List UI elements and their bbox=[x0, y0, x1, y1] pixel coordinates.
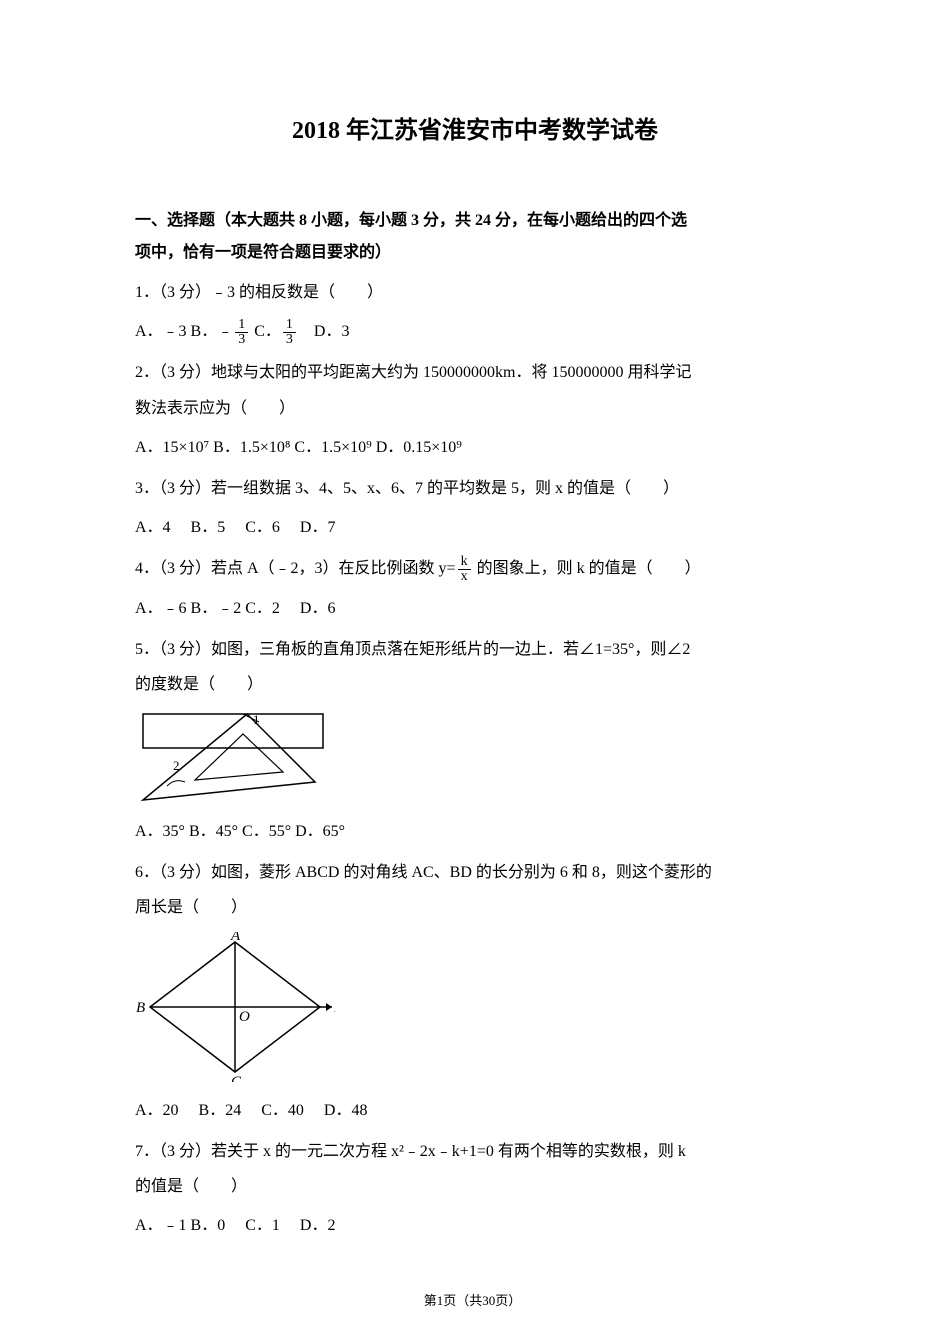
frac-num: 1 bbox=[283, 318, 296, 333]
q6-line1: 6．（3 分）如图，菱形 ABCD 的对角线 AC、BD 的长分别为 6 和 8… bbox=[135, 864, 712, 881]
q7-line1: 7．（3 分）若关于 x 的一元二次方程 x²﹣2x﹣k+1=0 有两个相等的实… bbox=[135, 1143, 686, 1160]
q4-stem-post: 的图象上，则 k 的值是（ ） bbox=[473, 560, 701, 577]
q4-options: A．﹣6 B．﹣2 C．2 D．6 bbox=[135, 591, 815, 626]
q3-options: A．4 B．5 C．6 D．7 bbox=[135, 510, 815, 545]
svg-text:1: 1 bbox=[253, 712, 260, 727]
q1-options: A．﹣3 B．﹣13 C．13 D．3 bbox=[135, 314, 815, 349]
q2-options: A．15×10⁷ B．1.5×10⁸ C．1.5×10⁹ D．0.15×10⁹ bbox=[135, 430, 815, 465]
q5-stem: 5．（3 分）如图，三角板的直角顶点落在矩形纸片的一边上．若∠1=35°，则∠2… bbox=[135, 632, 815, 702]
page-footer: 第1页（共30页） bbox=[0, 1290, 945, 1309]
q6-options: A．20 B．24 C．40 D．48 bbox=[135, 1093, 815, 1128]
q2-line2: 数法表示应为（ ） bbox=[135, 400, 295, 417]
q7-line2: 的值是（ ） bbox=[135, 1178, 247, 1195]
q7-stem: 7．（3 分）若关于 x 的一元二次方程 x²﹣2x﹣k+1=0 有两个相等的实… bbox=[135, 1134, 815, 1204]
q4-stem: 4．（3 分）若点 A（﹣2，3）在反比例函数 y=kx 的图象上，则 k 的值… bbox=[135, 551, 815, 586]
q6-figure: A B C D O bbox=[135, 932, 815, 1087]
frac-num: k bbox=[458, 555, 471, 570]
page: 2018 年江苏省淮安市中考数学试卷 一、选择题（本大题共 8 小题，每小题 3… bbox=[0, 0, 945, 1337]
fraction: 13 bbox=[235, 318, 248, 347]
q2-stem: 2．（3 分）地球与太阳的平均距离大约为 150000000km．将 15000… bbox=[135, 355, 815, 425]
q5-line2: 的度数是（ ） bbox=[135, 676, 263, 693]
q1-optD: D．3 bbox=[298, 323, 350, 340]
svg-text:B: B bbox=[136, 1000, 145, 1016]
q5-line1: 5．（3 分）如图，三角板的直角顶点落在矩形纸片的一边上．若∠1=35°，则∠2 bbox=[135, 641, 690, 658]
exam-title: 2018 年江苏省淮安市中考数学试卷 bbox=[135, 110, 815, 145]
svg-text:C: C bbox=[231, 1074, 242, 1082]
fraction: 13 bbox=[283, 318, 296, 347]
q6-stem: 6．（3 分）如图，菱形 ABCD 的对角线 AC、BD 的长分别为 6 和 8… bbox=[135, 855, 815, 925]
frac-den: 3 bbox=[235, 333, 248, 347]
frac-den: x bbox=[458, 570, 471, 584]
fraction: kx bbox=[458, 555, 471, 584]
q4-stem-pre: 4．（3 分）若点 A（﹣2，3）在反比例函数 y= bbox=[135, 560, 456, 577]
frac-den: 3 bbox=[283, 333, 296, 347]
q5-figure: 12 bbox=[135, 708, 815, 808]
q6-line2: 周长是（ ） bbox=[135, 899, 247, 916]
q7-options: A．﹣1 B．0 C．1 D．2 bbox=[135, 1208, 815, 1243]
frac-num: 1 bbox=[235, 318, 248, 333]
section-heading: 一、选择题（本大题共 8 小题，每小题 3 分，共 24 分，在每小题给出的四个… bbox=[135, 205, 815, 269]
q5-options: A．35° B．45° C．55° D．65° bbox=[135, 814, 815, 849]
q1-optA-pre: A．﹣3 B．﹣ bbox=[135, 323, 233, 340]
svg-text:D: D bbox=[333, 1000, 335, 1016]
section-line2: 项中，恰有一项是符合题目要求的） bbox=[135, 244, 391, 261]
svg-text:A: A bbox=[230, 932, 241, 944]
q1-optC-pre: C． bbox=[250, 323, 281, 340]
q3-stem: 3．（3 分）若一组数据 3、4、5、x、6、7 的平均数是 5，则 x 的值是… bbox=[135, 471, 815, 506]
svg-text:O: O bbox=[239, 1009, 250, 1025]
section-line1: 一、选择题（本大题共 8 小题，每小题 3 分，共 24 分，在每小题给出的四个… bbox=[135, 212, 687, 229]
q6-svg: A B C D O bbox=[135, 932, 335, 1082]
q1-stem: 1．（3 分）﹣3 的相反数是（ ） bbox=[135, 275, 815, 310]
q2-line1: 2．（3 分）地球与太阳的平均距离大约为 150000000km．将 15000… bbox=[135, 364, 691, 381]
svg-text:2: 2 bbox=[173, 758, 180, 773]
q5-svg: 12 bbox=[135, 708, 325, 803]
